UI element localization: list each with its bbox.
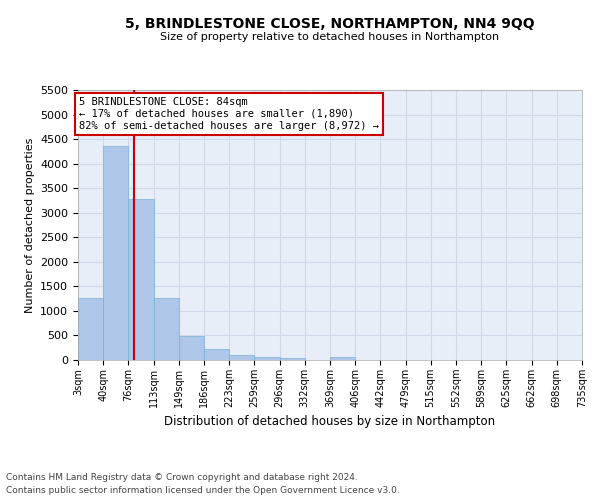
- Y-axis label: Number of detached properties: Number of detached properties: [25, 138, 35, 312]
- Bar: [103, 146, 128, 360]
- Bar: [78, 298, 103, 360]
- Bar: [204, 349, 229, 360]
- Bar: [154, 298, 179, 360]
- Bar: [128, 199, 154, 360]
- Bar: [179, 336, 204, 360]
- Bar: [229, 355, 254, 360]
- X-axis label: Distribution of detached houses by size in Northampton: Distribution of detached houses by size …: [164, 416, 496, 428]
- Text: Contains public sector information licensed under the Open Government Licence v3: Contains public sector information licen…: [6, 486, 400, 495]
- Bar: [280, 358, 305, 360]
- Text: Size of property relative to detached houses in Northampton: Size of property relative to detached ho…: [160, 32, 500, 42]
- Text: 5, BRINDLESTONE CLOSE, NORTHAMPTON, NN4 9QQ: 5, BRINDLESTONE CLOSE, NORTHAMPTON, NN4 …: [125, 18, 535, 32]
- Bar: [330, 357, 355, 360]
- Text: Contains HM Land Registry data © Crown copyright and database right 2024.: Contains HM Land Registry data © Crown c…: [6, 474, 358, 482]
- Bar: [254, 357, 280, 360]
- Text: 5 BRINDLESTONE CLOSE: 84sqm
← 17% of detached houses are smaller (1,890)
82% of : 5 BRINDLESTONE CLOSE: 84sqm ← 17% of det…: [79, 98, 379, 130]
